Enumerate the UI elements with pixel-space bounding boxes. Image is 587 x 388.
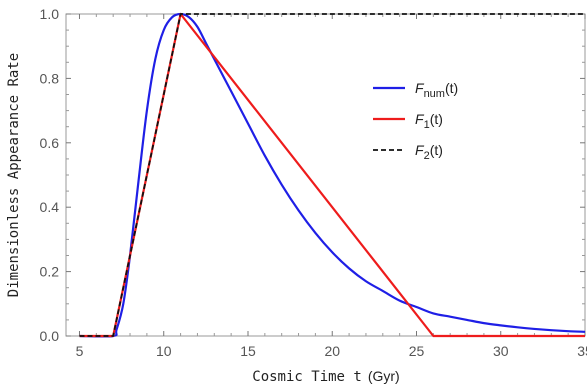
y-tick-label: 0.6 [40, 135, 60, 151]
series-line-f-num [79, 12, 586, 338]
x-tick-label: 5 [76, 343, 84, 359]
x-tick-label: 10 [156, 343, 172, 359]
series-line-f-2 [79, 13, 585, 337]
legend-label-tail: (t) [430, 111, 443, 127]
x-tick-label: 25 [409, 343, 425, 359]
plot-frame [65, 13, 586, 337]
legend-label-sub: 2 [424, 150, 430, 162]
legend-label-main: F [415, 80, 425, 96]
y-tick-label: 0.8 [40, 70, 60, 86]
legend-label-tail: (t) [430, 142, 443, 158]
y-tick-label: 0.0 [40, 328, 60, 344]
y-tick-label: 0.4 [40, 199, 60, 215]
legend-label-f-1: F1(t) [415, 111, 443, 131]
legend-label-main: F [415, 142, 425, 158]
x-tick-label: 30 [493, 343, 509, 359]
series-layer [79, 12, 586, 338]
y-tick-label: 1.0 [40, 6, 60, 22]
legend-label-main: F [415, 111, 425, 127]
x-axis-title-main: Cosmic Time t [252, 369, 362, 385]
ticks: 5 10 15 20 25 30 35 0.0 0.2 0.4 0.6 0.8 1.0 [40, 6, 587, 359]
x-axis-title-unit: (Gyr) [368, 368, 400, 384]
x-axis-title: Cosmic Time t (Gyr) [252, 368, 399, 385]
y-tick-label: 0.2 [40, 264, 60, 280]
x-tick-label: 15 [240, 343, 256, 359]
legend-label-sub: 1 [424, 119, 430, 131]
legend-label-tail: (t) [445, 80, 458, 96]
legend-label-f-num: Fnum(t) [415, 80, 458, 100]
x-tick-label: 35 [577, 343, 587, 359]
y-axis-title: Dimensionless Appearance Rate [6, 53, 22, 297]
legend: Fnum(t)F1(t)F2(t) [373, 80, 458, 162]
legend-label-f-2: F2(t) [415, 142, 443, 162]
legend-label-sub: num [424, 88, 445, 100]
x-tick-label: 20 [324, 343, 340, 359]
